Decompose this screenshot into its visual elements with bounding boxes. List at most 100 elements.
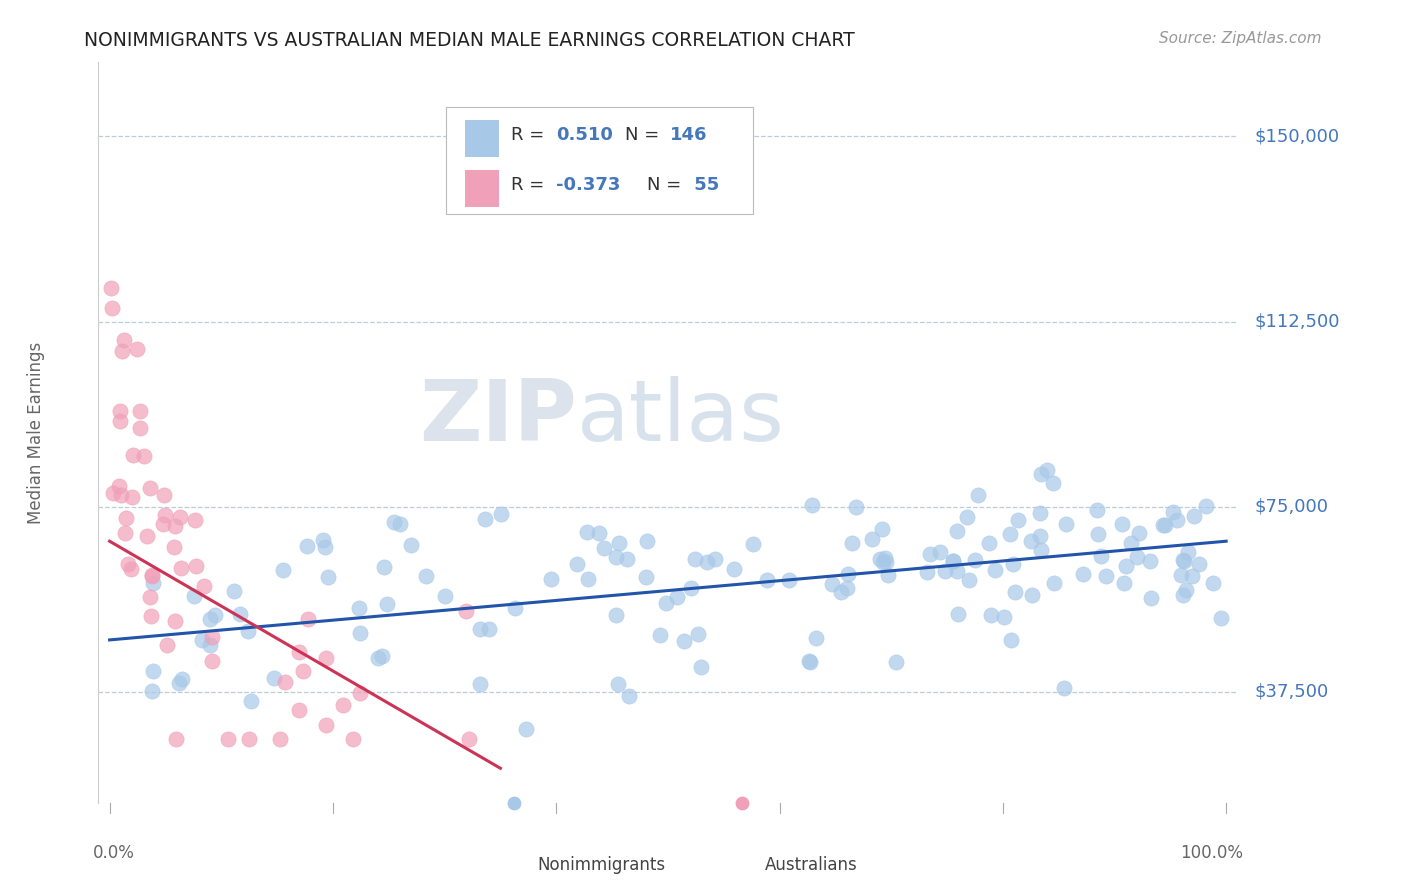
FancyBboxPatch shape (446, 107, 754, 214)
Point (101, 486, 124, 500)
Point (399, 538, 422, 552)
Point (1173, 588, 1195, 602)
Point (193, 579, 215, 593)
Point (312, 533, 335, 548)
Point (122, 448, 145, 462)
Text: Source: ZipAtlas.com: Source: ZipAtlas.com (1159, 31, 1322, 46)
Point (489, 508, 512, 522)
Point (110, 488, 132, 502)
Point (1121, 535, 1143, 549)
Point (993, 610, 1015, 624)
Point (616, 552, 638, 566)
Point (349, 626, 371, 640)
Point (468, 677, 491, 691)
Point (152, 517, 174, 532)
Point (1126, 550, 1149, 565)
Point (456, 604, 478, 618)
Point (170, 673, 193, 687)
Point (415, 568, 437, 582)
Text: Nonimmigrants: Nonimmigrants (537, 856, 665, 874)
Point (920, 547, 942, 561)
Point (117, 558, 139, 572)
Point (332, 698, 354, 713)
Point (287, 645, 309, 659)
Point (605, 549, 627, 564)
Point (979, 536, 1001, 550)
Point (458, 731, 481, 746)
Point (342, 731, 364, 746)
Point (127, 343, 149, 357)
Point (229, 607, 252, 621)
Point (806, 631, 828, 645)
Point (778, 573, 800, 587)
Point (165, 614, 187, 628)
Point (575, 524, 598, 539)
Point (540, 572, 562, 586)
Point (690, 660, 713, 674)
Text: Median Male Earnings: Median Male Earnings (27, 342, 45, 524)
Point (1175, 582, 1198, 597)
Text: 55: 55 (689, 176, 720, 194)
Point (200, 612, 222, 626)
Point (576, 572, 599, 586)
Point (100, 281, 122, 295)
Point (1029, 529, 1052, 543)
Bar (465, 120, 499, 157)
Point (567, 557, 589, 571)
Point (636, 570, 658, 584)
Text: N =: N = (624, 126, 659, 144)
Text: Australians: Australians (765, 856, 858, 874)
Point (875, 555, 897, 569)
Point (169, 509, 191, 524)
Point (388, 516, 411, 531)
Point (884, 655, 907, 669)
Point (1177, 545, 1199, 559)
Point (198, 638, 221, 652)
Point (1095, 568, 1118, 582)
Point (114, 525, 136, 540)
Point (108, 479, 131, 493)
Point (1152, 517, 1174, 532)
Point (318, 570, 340, 584)
Point (112, 334, 135, 348)
Point (288, 703, 311, 717)
Point (222, 584, 245, 599)
Point (963, 553, 986, 567)
Point (1140, 591, 1163, 606)
Point (269, 731, 291, 746)
Point (872, 555, 894, 569)
Point (1029, 542, 1052, 557)
Point (135, 529, 157, 543)
Point (609, 536, 631, 550)
Point (1029, 467, 1052, 481)
Point (797, 654, 820, 668)
Point (474, 512, 496, 526)
Point (957, 574, 980, 588)
Text: 146: 146 (671, 126, 707, 144)
Point (1139, 554, 1161, 568)
Point (636, 534, 658, 549)
Point (966, 488, 988, 502)
Text: ZIP: ZIP (419, 376, 576, 459)
Point (703, 551, 725, 566)
Point (132, 449, 155, 463)
Point (1111, 517, 1133, 532)
Point (155, 508, 177, 523)
Point (367, 650, 389, 665)
Point (375, 597, 398, 611)
Point (239, 693, 262, 707)
Point (165, 731, 187, 746)
Text: -0.373: -0.373 (557, 176, 620, 194)
Point (373, 559, 395, 574)
Point (915, 565, 938, 579)
Point (108, 403, 131, 417)
Point (845, 500, 868, 514)
Point (592, 541, 614, 556)
Point (872, 522, 894, 536)
Point (948, 607, 970, 621)
Point (956, 510, 979, 524)
Point (478, 622, 501, 636)
Point (1085, 503, 1108, 517)
Point (1180, 568, 1202, 582)
Point (506, 870, 529, 884)
